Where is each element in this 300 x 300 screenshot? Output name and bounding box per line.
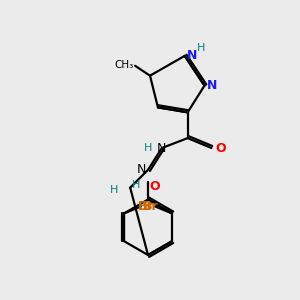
Text: O: O bbox=[149, 180, 160, 193]
Text: N: N bbox=[206, 79, 217, 92]
Text: N: N bbox=[137, 163, 146, 176]
Text: O: O bbox=[215, 142, 226, 154]
Text: Br: Br bbox=[143, 200, 158, 213]
Text: H: H bbox=[110, 184, 118, 195]
Text: CH₃: CH₃ bbox=[114, 60, 133, 70]
Text: N: N bbox=[157, 142, 167, 154]
Text: Br: Br bbox=[138, 200, 153, 213]
Text: N: N bbox=[187, 50, 197, 62]
Text: H: H bbox=[196, 43, 205, 53]
Text: H: H bbox=[144, 143, 152, 153]
Text: H: H bbox=[132, 180, 140, 190]
